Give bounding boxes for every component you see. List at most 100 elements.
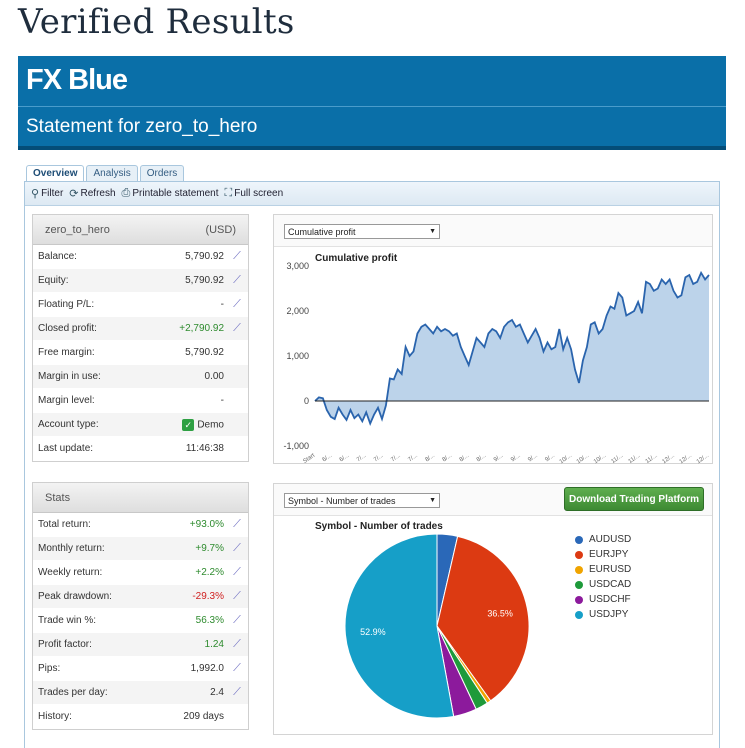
stats-row-label: Profit factor: <box>38 639 92 650</box>
legend-label: AUDUSD <box>589 534 632 545</box>
download-trading-platform-button[interactable]: Download Trading Platform <box>564 487 704 511</box>
x-tick-label: 12/... <box>662 453 677 464</box>
pie-legend: AUDUSD EURJPY EURUSD USDCAD USDCHF USDJPY <box>575 532 631 622</box>
chart-type-select[interactable]: Cumulative profit ▼ <box>284 224 440 239</box>
stats-row-label: History: <box>38 711 72 722</box>
stats-row-value: +2.2% <box>195 567 224 578</box>
legend-item[interactable]: EURJPY <box>575 547 631 562</box>
filter-icon: ⚲ <box>31 188 40 200</box>
x-tick-label: 11/... <box>628 453 642 464</box>
breakdown-select[interactable]: Symbol - Number of trades ▼ <box>284 493 440 508</box>
stats-row-label: Weekly return: <box>38 567 103 578</box>
fullscreen-icon: ⛶ <box>224 187 233 199</box>
account-row-label: Equity: <box>38 275 69 286</box>
chart-title: Cumulative profit <box>315 253 398 264</box>
account-row: Balance: 5,790.92 ⟋ <box>33 245 248 269</box>
mini-chart-icon[interactable]: ⟋ <box>233 518 241 530</box>
legend-label: EURJPY <box>589 549 629 560</box>
mini-chart-icon[interactable]: ⟋ <box>233 322 241 334</box>
mini-chart-icon[interactable]: ⟋ <box>233 662 241 674</box>
stats-rows: Total return: +93.0% ⟋ Monthly return: +9.7%… <box>33 513 248 729</box>
legend-item[interactable]: AUDUSD <box>575 532 631 547</box>
x-tick-label: 8/... <box>424 453 436 464</box>
checkmark-icon: ✓ <box>182 418 195 431</box>
account-row-label: Account type: <box>38 419 99 430</box>
mini-chart-icon[interactable]: ⟋ <box>233 274 241 286</box>
x-tick-label: 7/... <box>407 453 419 464</box>
mini-chart-icon[interactable]: ⟋ <box>233 614 241 626</box>
x-tick-label: 11/... <box>645 453 659 464</box>
account-row: Closed profit: +2,790.92 ⟋ <box>33 317 248 341</box>
account-row-label: Free margin: <box>38 347 95 358</box>
stats-row-label: Peak drawdown: <box>38 591 112 602</box>
mini-chart-icon[interactable]: ⟋ <box>233 686 241 698</box>
account-row-label: Margin in use: <box>38 371 101 382</box>
stats-row-value: 1.24 <box>204 639 224 650</box>
tab-analysis[interactable]: Analysis <box>86 165 138 182</box>
account-summary-panel: zero_to_hero (USD) Balance: 5,790.92 ⟋ Equi… <box>32 214 249 462</box>
mini-chart-icon[interactable]: ⟋ <box>233 638 241 650</box>
account-row-value: 5,790.92 <box>185 251 224 262</box>
legend-item[interactable]: USDCAD <box>575 577 631 592</box>
x-tick-label: 6/... <box>322 453 334 464</box>
x-tick-label: 9/... <box>527 453 539 464</box>
mini-chart-icon[interactable]: ⟋ <box>233 542 241 554</box>
account-row: Margin level: - <box>33 389 248 413</box>
stats-row: Profit factor: 1.24 ⟋ <box>33 633 248 657</box>
legend-label: USDCAD <box>589 579 632 590</box>
legend-label: EURUSD <box>589 564 632 575</box>
legend-marker-icon <box>575 595 583 604</box>
y-tick-label: 0 <box>304 396 309 406</box>
account-row: Equity: 5,790.92 ⟋ <box>33 269 248 293</box>
account-row-value: +2,790.92 <box>179 323 224 334</box>
full-screen-button[interactable]: ⛶ Full screen <box>224 187 284 199</box>
stats-row-label: Trade win %: <box>38 615 96 626</box>
legend-item[interactable]: USDCHF <box>575 592 631 607</box>
dropdown-arrow-icon: ▼ <box>429 497 436 504</box>
account-row-label: Floating P/L: <box>38 299 95 310</box>
y-tick-label: -1,000 <box>283 441 309 451</box>
cumulative-profit-line <box>314 270 710 426</box>
x-tick-label: 12/... <box>696 453 711 464</box>
legend-item[interactable]: USDJPY <box>575 607 631 622</box>
filter-button[interactable]: ⚲ Filter <box>31 188 64 200</box>
page-title: Verified Results <box>18 2 295 42</box>
mini-chart-icon[interactable]: ⟋ <box>233 566 241 578</box>
x-tick-label: Start <box>302 453 316 464</box>
account-rows: Balance: 5,790.92 ⟋ Equity: 5,790.92 ⟋ Floatin… <box>33 245 248 461</box>
content-frame <box>24 181 720 748</box>
tab-overview[interactable]: Overview <box>26 165 85 182</box>
x-tick-label: 12/... <box>679 453 694 464</box>
legend-item[interactable]: EURUSD <box>575 562 631 577</box>
x-tick-label: 9/... <box>510 453 522 464</box>
stats-row: Pips: 1,992.0 ⟋ <box>33 657 248 681</box>
account-row-value: 5,790.92 <box>185 275 224 286</box>
stats-row: Weekly return: +2.2% ⟋ <box>33 561 248 585</box>
refresh-button[interactable]: ⟳ Refresh <box>69 188 116 200</box>
account-currency: (USD) <box>205 223 236 236</box>
account-row: Last update: 11:46:38 <box>33 437 248 461</box>
mini-chart-icon[interactable]: ⟋ <box>233 298 241 310</box>
fxblue-logo: FX Blue <box>26 64 128 96</box>
account-header: zero_to_hero (USD) <box>33 215 248 245</box>
toolbar: ⚲ Filter ⟳ Refresh ⎙ Printable statement ⛶ F… <box>25 182 719 206</box>
mini-chart-icon[interactable]: ⟋ <box>233 250 241 262</box>
y-tick-label: 3,000 <box>286 261 309 271</box>
refresh-icon: ⟳ <box>69 188 79 200</box>
x-tick-label: 6/... <box>339 453 351 464</box>
stats-row: Trades per day: 2.4 ⟋ <box>33 681 248 705</box>
account-name: zero_to_hero <box>45 223 110 236</box>
y-tick-label: 1,000 <box>286 351 309 361</box>
tab-orders[interactable]: Orders <box>139 165 185 182</box>
x-tick-label: 11/... <box>610 453 624 464</box>
account-row-label: Last update: <box>38 443 94 454</box>
printable-statement-button[interactable]: ⎙ Printable statement <box>121 187 219 199</box>
account-row: Floating P/L: - ⟋ <box>33 293 248 317</box>
stats-row-label: Pips: <box>38 663 61 674</box>
x-tick-label: 7/... <box>356 453 368 464</box>
stats-header: Stats <box>33 483 248 513</box>
banner-bottom-border <box>18 146 726 150</box>
mini-chart-icon[interactable]: ⟋ <box>233 590 241 602</box>
dropdown-arrow-icon: ▼ <box>429 228 436 235</box>
stats-row: Peak drawdown: -29.3% ⟋ <box>33 585 248 609</box>
